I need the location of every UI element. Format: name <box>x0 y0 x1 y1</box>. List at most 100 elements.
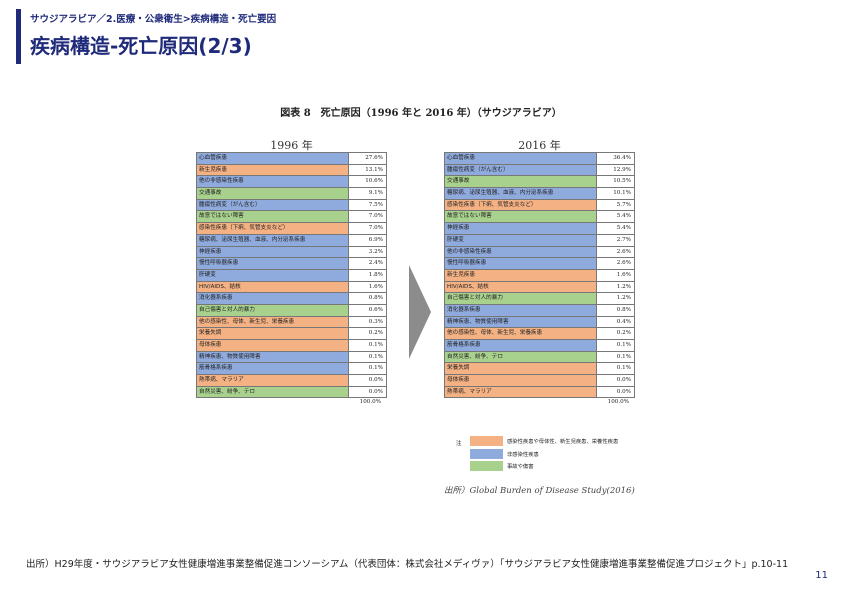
cause-value: 2.6% <box>597 258 634 269</box>
cause-label: 新生児疾患 <box>445 269 597 281</box>
cause-value: 1.2% <box>597 293 634 304</box>
breadcrumb: サウジアラビア／2.医療・公衆衛生>疾病構造・死亡要因 <box>30 14 277 25</box>
cause-value: 0.0% <box>349 386 386 398</box>
cause-label: 肝硬変 <box>197 269 349 281</box>
table-row: 感染性疾患（下痢、気管支炎など） 5.7% <box>445 199 634 212</box>
cause-value: 10.1% <box>597 188 634 199</box>
table-row: 栄養失調 0.2% <box>197 328 386 340</box>
table-row: 肝硬変 1.8% <box>197 269 386 282</box>
table-row: 他の感染性、母体、新生児、栄養疾患 0.3% <box>197 316 386 329</box>
cause-value: 0.1% <box>597 340 634 351</box>
cause-label: 交通事故 <box>197 188 349 199</box>
year-label-1996: 1996 年 <box>270 139 313 152</box>
table-row: 筋骨格系疾患 0.1% <box>197 363 386 376</box>
table-row: 消化器系疾患 0.8% <box>197 293 386 305</box>
cause-value: 5.7% <box>597 199 634 211</box>
cause-value: 3.2% <box>349 246 386 258</box>
cause-value: 0.3% <box>349 316 386 328</box>
cause-value: 0.4% <box>597 316 634 328</box>
cause-label: 熱帯病、マラリア <box>197 375 349 386</box>
cause-value: 12.9% <box>597 164 634 176</box>
table-row: 心血管疾患 27.6% <box>197 153 386 165</box>
cause-label: 腫瘍性病変（がん含む） <box>445 164 597 176</box>
table-row: 肝硬変 2.7% <box>445 234 634 247</box>
cause-value: 0.1% <box>597 351 634 363</box>
figure-source: 出所）Global Burden of Disease Study(2016) <box>444 486 635 496</box>
table-row: 心血管疾患 36.4% <box>445 153 634 165</box>
table-row: 自己傷害と対人的暴力 1.2% <box>445 293 634 305</box>
table-row: 慢性呼吸器疾患 2.4% <box>197 258 386 270</box>
cause-label: 心血管疾患 <box>445 153 597 164</box>
legend-item-infectious: 感染性疾患や母体性、新生児疾患、栄養性疾患 <box>470 436 618 446</box>
footer-source-note: 出所）H29年度・サウジアラビア女性健康増進事業整備促進コンソーシアム（代表団体… <box>26 559 789 570</box>
table-row: 自然災害、紛争、テロ 0.1% <box>445 351 634 364</box>
total-2016: 100.0% <box>607 399 629 406</box>
legend-swatch-noncommunicable <box>470 449 503 459</box>
arrow-right-icon <box>409 265 431 359</box>
cause-label: 栄養失調 <box>197 328 349 339</box>
table-row: 筋骨格系疾患 0.1% <box>445 340 634 352</box>
table-row: 母体疾患 0.1% <box>197 340 386 352</box>
cause-label: HIV/AIDS、結核 <box>197 281 349 293</box>
cause-label: 熱帯病、マラリア <box>445 386 597 398</box>
table-row: 故意ではない障害 5.4% <box>445 211 634 224</box>
cause-value: 7.0% <box>349 223 386 234</box>
table-row: 消化器系疾患 0.8% <box>445 304 634 317</box>
cause-value: 1.6% <box>349 281 386 293</box>
table-row: 神経疾患 5.4% <box>445 223 634 235</box>
cause-label: 慢性呼吸器疾患 <box>197 258 349 269</box>
cause-label: 精神疾患、物質使用障害 <box>197 351 349 363</box>
cause-value: 0.1% <box>597 363 634 375</box>
table-row: 糖尿病、泌尿生殖器、血液、内分泌系疾患 6.9% <box>197 234 386 247</box>
page-number: 11 <box>815 570 828 581</box>
cause-label: 糖尿病、泌尿生殖器、血液、内分泌系疾患 <box>197 234 349 246</box>
cause-value: 7.5% <box>349 199 386 211</box>
cause-label: 交通事故 <box>445 176 597 188</box>
table-row: HIV/AIDS、結核 1.2% <box>445 281 634 294</box>
cause-value: 5.4% <box>597 211 634 223</box>
title-accent-bar <box>16 9 21 64</box>
cause-label: 他の非感染性疾患 <box>445 246 597 258</box>
cause-value: 10.6% <box>349 176 386 188</box>
table-row: 熱帯病、マラリア 0.0% <box>197 375 386 387</box>
cause-value: 0.0% <box>597 386 634 398</box>
legend-item-injuries: 事故や傷害 <box>470 461 534 471</box>
cause-value: 0.2% <box>349 328 386 339</box>
table-row: 腫瘍性病変（がん含む） 12.9% <box>445 164 634 177</box>
cause-label: 肝硬変 <box>445 234 597 246</box>
cause-label: 感染性疾患（下痢、気管支炎など） <box>197 223 349 234</box>
cause-value: 0.8% <box>349 293 386 304</box>
table-row: 自然災害、紛争、テロ 0.0% <box>197 386 386 399</box>
cause-label: 故意ではない障害 <box>197 211 349 223</box>
legend-label-injuries: 事故や傷害 <box>507 464 534 470</box>
cause-value: 2.6% <box>597 246 634 258</box>
table-row: 糖尿病、泌尿生殖器、血液、内分泌系疾患 10.1% <box>445 188 634 200</box>
cause-value: 10.5% <box>597 176 634 188</box>
table-row: 精神疾患、物質使用障害 0.1% <box>197 351 386 364</box>
cause-value: 0.1% <box>349 340 386 351</box>
cause-value: 1.2% <box>597 281 634 293</box>
cause-value: 27.6% <box>349 153 386 164</box>
year-label-2016: 2016 年 <box>518 139 561 152</box>
table-row: 交通事故 9.1% <box>197 188 386 200</box>
table-row: 新生児疾患 13.1% <box>197 164 386 177</box>
cause-value: 2.4% <box>349 258 386 269</box>
cause-label: 神経疾患 <box>445 223 597 234</box>
page-title: 疾病構造-死亡原因(2/3) <box>30 34 252 58</box>
cause-value: 0.1% <box>349 351 386 363</box>
cause-label: 自然災害、紛争、テロ <box>197 386 349 398</box>
figure-title: 図表 8 死亡原因（1996 年と 2016 年）（サウジアラビア） <box>280 108 562 119</box>
table-row: 自己傷害と対人的暴力 0.6% <box>197 304 386 317</box>
cause-value: 0.2% <box>597 328 634 339</box>
cause-label: 筋骨格系疾患 <box>197 363 349 375</box>
cause-label: 他の感染性、母体、新生児、栄養疾患 <box>197 316 349 328</box>
cause-label: 精神疾患、物質使用障害 <box>445 316 597 328</box>
cause-value: 1.6% <box>597 269 634 281</box>
table-row: 熱帯病、マラリア 0.0% <box>445 386 634 399</box>
table-row: 新生児疾患 1.6% <box>445 269 634 282</box>
cause-value: 5.4% <box>597 223 634 234</box>
table-row: 精神疾患、物質使用障害 0.4% <box>445 316 634 329</box>
cause-label: 栄養失調 <box>445 363 597 375</box>
table-row: 神経疾患 3.2% <box>197 246 386 259</box>
cause-label: 感染性疾患（下痢、気管支炎など） <box>445 199 597 211</box>
